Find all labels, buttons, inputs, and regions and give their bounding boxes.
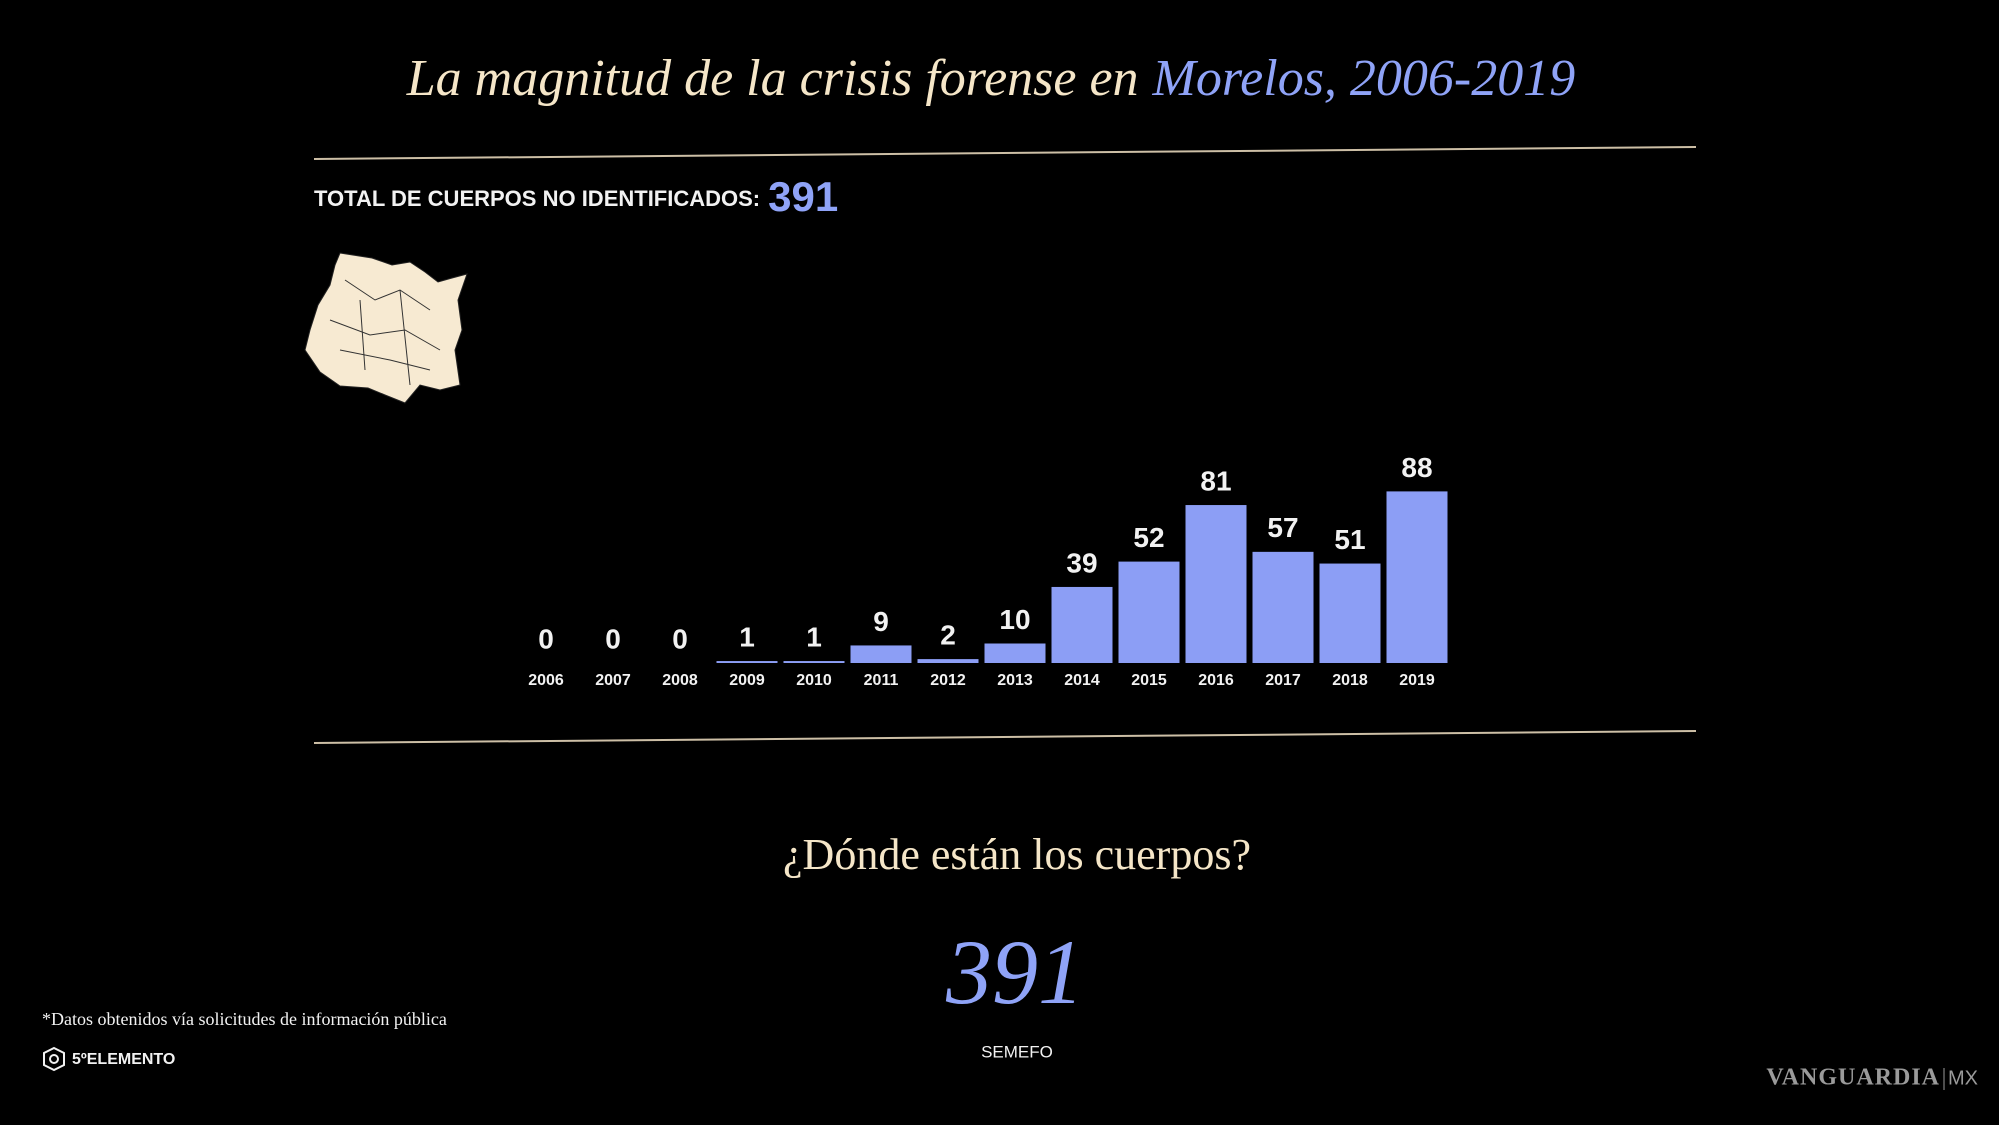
x-tick-label: 2016 [1198,672,1234,689]
x-tick-label: 2013 [997,672,1033,689]
x-tick-label: 2019 [1399,672,1435,689]
x-tick-label: 2006 [528,672,564,689]
total-value: 391 [768,173,838,220]
value-label: 1 [806,621,822,652]
x-tick-label: 2017 [1265,672,1301,689]
logo: 5ºELEMENTO [72,1051,175,1068]
bar [783,661,845,663]
total-label-text: TOTAL DE CUERPOS NO IDENTIFICADOS: [314,186,760,211]
x-tick-label: 2008 [662,672,698,689]
logo-icon [43,1046,65,1072]
x-tick-label: 2011 [864,672,899,689]
bar [850,645,912,663]
x-tick-label: 2012 [930,672,966,689]
value-label: 39 [1066,547,1097,578]
title: La magnitud de la crisis forense en Morel… [406,50,1576,107]
value-label: 9 [873,606,889,637]
title-main: La magnitud de la crisis forense en [406,50,1139,107]
value-label: 0 [672,623,688,654]
x-tick-label: 2010 [796,672,832,689]
value-label: 10 [999,604,1030,635]
location-total: 391 [945,921,1084,1023]
footnote: *Datos obtenidos vía solicitudes de info… [42,1009,447,1029]
divider [313,730,1697,744]
bar [1051,586,1113,663]
bar [1386,491,1448,663]
bar [1118,561,1180,663]
bar-chart: 0 2006 0 2007 0 2008 1 2009 1 2010 9 2011 2 2012 10 201… [528,452,1448,689]
state-map [304,252,468,404]
total-label: TOTAL DE CUERPOS NO IDENTIFICADOS: 391 [314,173,838,220]
value-label: 57 [1267,512,1298,543]
map-borders [329,279,441,386]
x-tick-label: 2018 [1332,672,1368,689]
bar [1319,563,1381,663]
value-label: 1 [739,621,755,652]
bar [716,661,778,663]
value-label: 0 [605,623,621,654]
x-tick-label: 2015 [1131,672,1167,689]
value-label: 88 [1401,452,1432,483]
watermark-suffix: MX [1948,1067,1978,1089]
bar [917,659,979,663]
value-label: 81 [1200,465,1231,496]
x-tick-label: 2014 [1064,672,1100,689]
bar [1252,551,1314,663]
x-tick-label: 2007 [595,672,631,689]
bar [1185,505,1247,663]
x-tick-label: 2009 [729,672,765,689]
bar [984,643,1046,663]
value-label: 52 [1133,522,1164,553]
location-name: SEMEFO [981,1042,1053,1061]
question: ¿Dónde están los cuerpos? [783,830,1251,879]
watermark: VANGUARDIA [1766,1065,1940,1091]
value-label: 2 [940,619,956,650]
value-label: 0 [538,623,554,654]
title-highlight: Morelos, 2006-2019 [1152,50,1576,107]
value-label: 51 [1334,524,1365,555]
divider [313,146,1697,160]
